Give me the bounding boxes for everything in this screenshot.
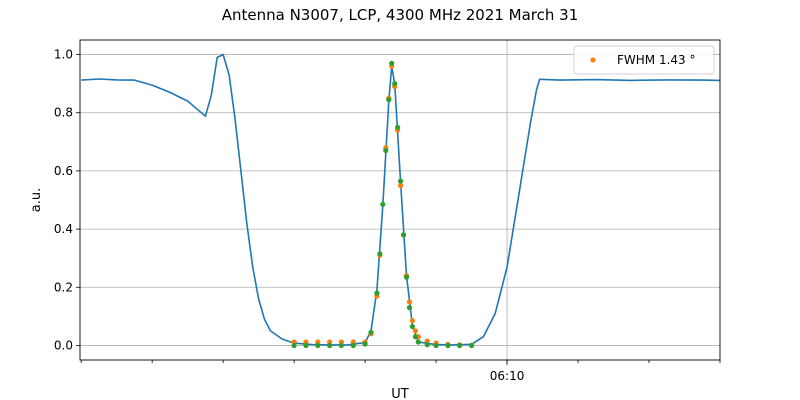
x-tick-label: 06:10	[490, 369, 525, 383]
series-2-point	[380, 201, 386, 207]
series-2-point	[377, 251, 383, 257]
series-2-point	[383, 147, 389, 154]
series-2-point	[362, 341, 368, 347]
series-2-point	[406, 305, 413, 311]
series-2-point	[412, 334, 418, 340]
series-2-point	[303, 342, 309, 349]
legend-box	[573, 45, 715, 75]
series-2-point	[445, 342, 451, 349]
series-2-point	[398, 178, 404, 184]
series-2-point	[409, 323, 415, 330]
series-1-point	[412, 328, 418, 334]
series-2-point	[389, 60, 395, 66]
series-2-point	[433, 342, 439, 349]
series-1-point	[398, 182, 404, 189]
series-2-point	[469, 342, 475, 349]
legend-marker	[590, 57, 596, 63]
series-2-point	[291, 342, 297, 349]
series-1-point	[409, 318, 415, 324]
series-1-point	[406, 299, 413, 305]
plot-area	[81, 53, 721, 349]
series-2-point	[415, 339, 421, 345]
series-2-point	[457, 342, 463, 349]
legend-label: FWHM 1.43 °	[617, 53, 696, 67]
series-2-point	[424, 342, 430, 348]
y-tick-label: 0.0	[54, 338, 73, 352]
x-axis-label: UT	[391, 387, 409, 400]
y-tick-label: 0.2	[54, 280, 73, 294]
y-tick-label: 1.0	[54, 48, 73, 62]
series-2-point	[374, 290, 380, 296]
legend: FWHM 1.43 °	[573, 45, 715, 75]
plot-frame	[79, 39, 721, 361]
grid	[80, 40, 720, 360]
series-line	[81, 53, 721, 346]
series-2-point	[327, 342, 333, 349]
y-axis-label: a.u.	[29, 188, 44, 212]
series-2-point	[403, 274, 410, 280]
axes: 0.0 0.2 0.4 0.6 0.8 1.0 06:10	[54, 39, 721, 383]
y-tick-label: 0.6	[54, 164, 73, 178]
chart-title: Antenna N3007, LCP, 4300 MHz 2021 March …	[222, 6, 579, 24]
y-tick-label: 0.8	[54, 106, 73, 120]
y-tick-label: 0.4	[54, 222, 73, 236]
series-2-point	[392, 81, 398, 87]
series-2-point	[315, 342, 321, 349]
series-2-point	[395, 124, 401, 130]
series-2-point	[350, 342, 356, 349]
series-2-point	[368, 329, 374, 335]
series-2-point	[386, 97, 392, 103]
series-2-point	[338, 342, 344, 349]
series-2-point	[400, 232, 407, 238]
